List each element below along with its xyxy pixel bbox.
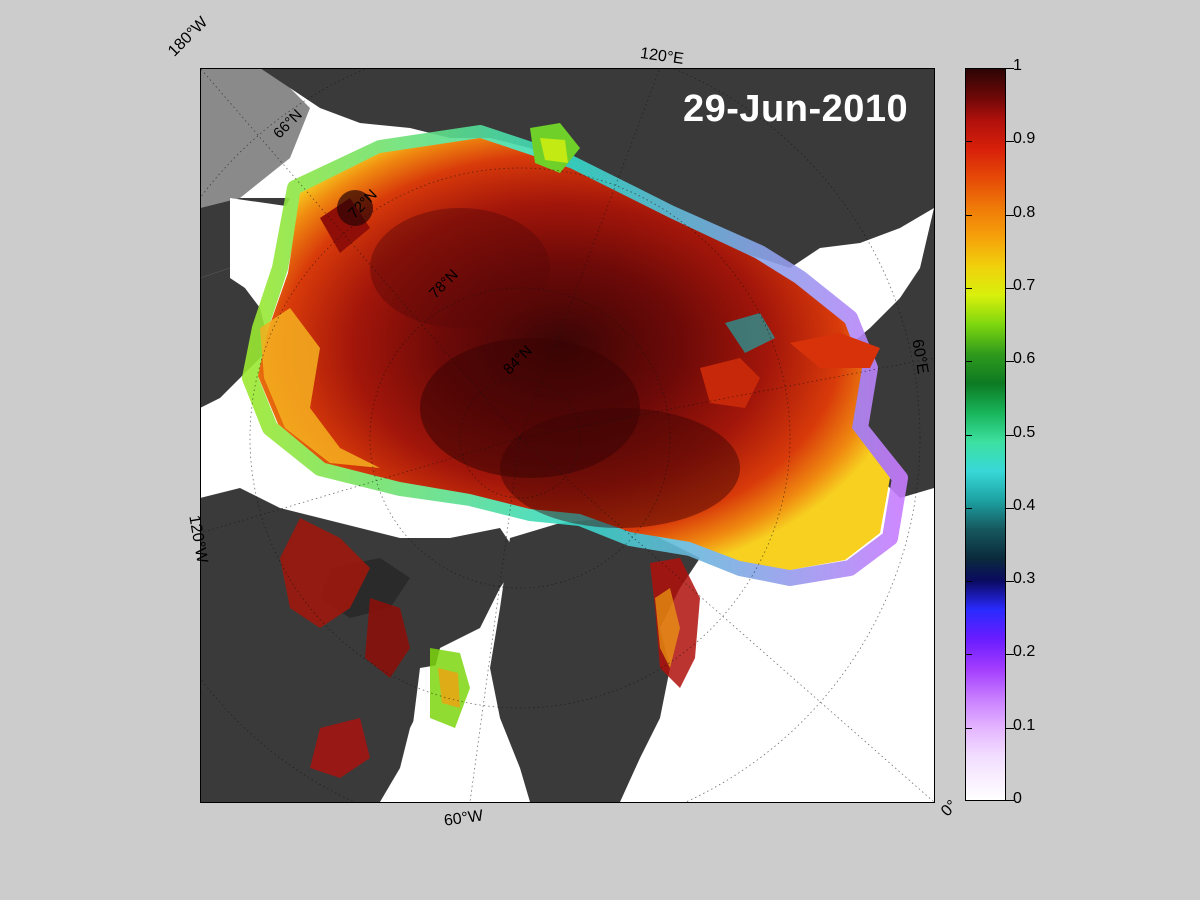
colorbar-tick-inner [965, 215, 972, 216]
colorbar-tick-inner [965, 68, 972, 69]
colorbar-tick-inner [965, 141, 972, 142]
colorbar-tick-inner [965, 654, 972, 655]
colorbar-tick-label: 0.5 [1013, 424, 1036, 441]
colorbar-tick [1006, 435, 1014, 436]
colorbar-tick [1006, 581, 1014, 582]
colorbar-tick-label: 0.7 [1013, 277, 1036, 294]
colorbar-tick [1006, 288, 1014, 289]
colorbar-tick-inner [965, 581, 972, 582]
colorbar-tick-inner [965, 288, 972, 289]
colorbar-tick-label: 0.6 [1013, 350, 1036, 367]
colorbar-tick-inner [965, 361, 972, 362]
colorbar-tick [1006, 800, 1014, 801]
colorbar-tick [1006, 68, 1014, 69]
colorbar-tick-label: 0.4 [1013, 497, 1036, 514]
colorbar-tick-label: 0.8 [1013, 204, 1036, 221]
colorbar-tick [1006, 215, 1014, 216]
polar-map [200, 68, 934, 802]
lon-label-60w: 60°W [442, 807, 485, 830]
colorbar-tick-inner [965, 800, 972, 801]
colorbar-tick-label: 0.1 [1013, 717, 1036, 734]
colorbar-tick-label: 1 [1013, 57, 1022, 74]
colorbar-tick [1006, 361, 1014, 362]
lon-label-180w: 180°W [165, 13, 212, 61]
colorbar-tick [1006, 728, 1014, 729]
colorbar-tick-label: 0.2 [1013, 643, 1036, 660]
colorbar-tick [1006, 508, 1014, 509]
lon-label-0: 0° [938, 797, 961, 821]
colorbar-tick-inner [965, 435, 972, 436]
polar-map-graphic [200, 68, 934, 802]
lon-label-120e: 120°E [639, 45, 685, 68]
colorbar-tick [1006, 654, 1014, 655]
colorbar-tick-inner [965, 728, 972, 729]
colorbar-tick-inner [965, 508, 972, 509]
colorbar-tick-label: 0.3 [1013, 570, 1036, 587]
colorbar [965, 68, 1006, 801]
date-label: 29-Jun-2010 [683, 88, 909, 130]
colorbar-tick-label: 0 [1013, 790, 1022, 807]
colorbar-tick-label: 0.9 [1013, 130, 1036, 147]
colorbar-tick [1006, 141, 1014, 142]
